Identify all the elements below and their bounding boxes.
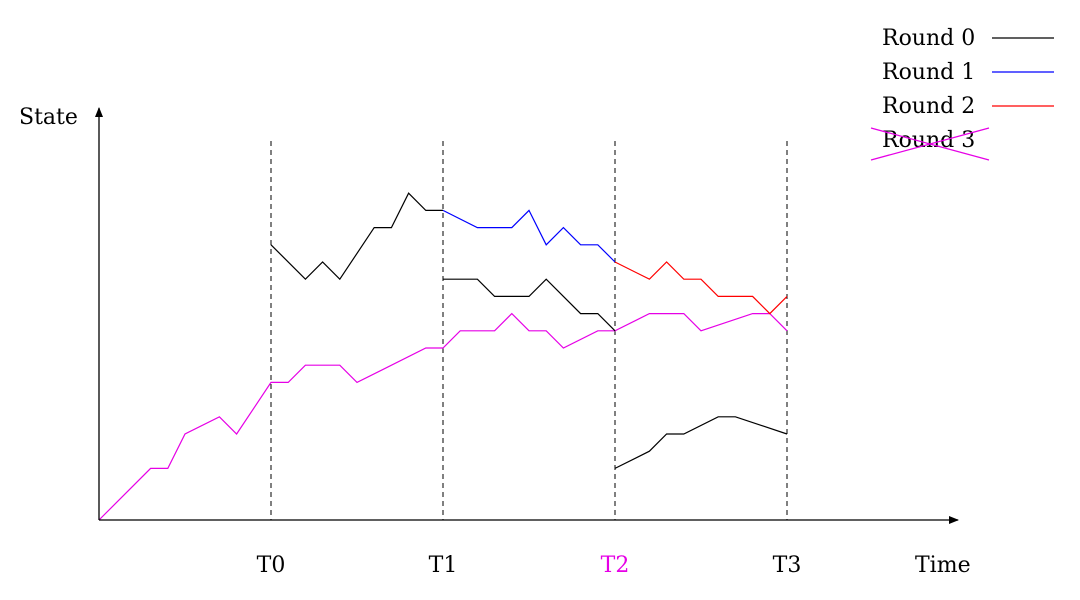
x-axis-label: Time — [915, 553, 971, 578]
tick-label-t3: T3 — [773, 553, 802, 578]
legend-label-2: Round 2 — [882, 94, 975, 119]
tick-label-t1: T1 — [429, 553, 458, 578]
series-line-1 — [270, 192, 443, 281]
series-line-4 — [614, 261, 788, 315]
series-line-3 — [443, 278, 616, 332]
legend-label-3: Round 3 — [882, 128, 975, 153]
tick-labels: T0 T1 T2 T3 — [257, 553, 802, 578]
series-line-5 — [614, 416, 788, 469]
series-line-0 — [98, 312, 788, 521]
tick-label-t0: T0 — [257, 553, 286, 578]
legend-label-0: Round 0 — [882, 26, 975, 51]
legend-label-1: Round 1 — [882, 60, 975, 85]
legend-cross-stroke-b — [870, 127, 990, 161]
series-layer — [98, 192, 788, 521]
legend: Round 0 Round 1 Round 2 Round 3 — [870, 26, 1054, 161]
series-line-2 — [442, 209, 616, 263]
y-axis-label: State — [19, 105, 78, 130]
tick-label-t2: T2 — [601, 553, 630, 578]
